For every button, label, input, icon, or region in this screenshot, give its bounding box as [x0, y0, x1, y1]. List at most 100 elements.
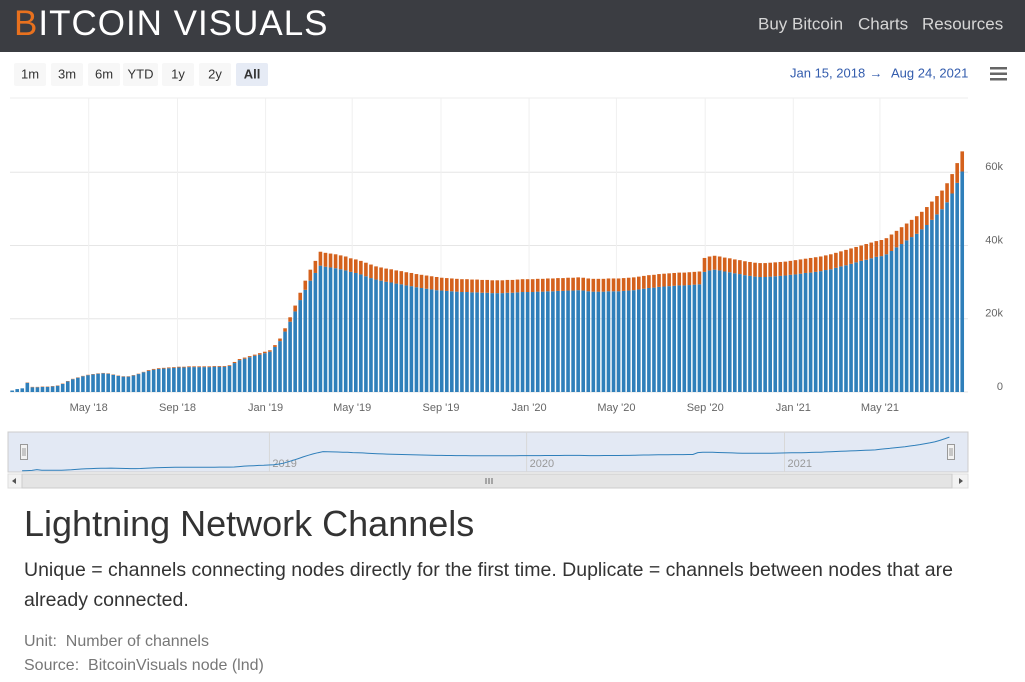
- range-button-bg: [199, 63, 231, 86]
- range-button[interactable]: YTD: [123, 63, 158, 86]
- bar-segment: [899, 227, 904, 245]
- scrollbar-thumb[interactable]: [21, 473, 953, 489]
- bar-segment: [460, 292, 464, 392]
- range-button-label: All: [244, 66, 261, 81]
- bar-segment: [278, 338, 282, 342]
- bar-segment: [45, 386, 50, 392]
- header-bar: [0, 0, 1025, 52]
- bar-segment: [763, 263, 767, 277]
- bar-segment: [65, 381, 70, 392]
- bar-segment: [631, 277, 636, 291]
- bar-segment: [707, 256, 712, 271]
- bar-segment: [247, 356, 252, 358]
- bar-segment: [571, 290, 575, 392]
- bar-segment: [252, 354, 257, 356]
- bar-segment: [919, 229, 924, 392]
- bar-segment: [935, 214, 939, 392]
- bar-segment: [450, 291, 454, 392]
- handle-right[interactable]: [947, 444, 955, 460]
- bar-segment: [591, 278, 596, 292]
- bar-segment: [106, 373, 110, 392]
- range-button[interactable]: All: [236, 63, 268, 86]
- bar-segment: [30, 387, 35, 392]
- bar-segment: [500, 280, 505, 294]
- bar-segment: [722, 271, 727, 392]
- bar-segment: [379, 267, 383, 281]
- bar-segment: [146, 370, 151, 392]
- bar-segment: [323, 266, 328, 392]
- navigator-window[interactable]: [7, 431, 969, 473]
- bar-segment: [788, 260, 793, 275]
- bar-segment: [354, 272, 358, 392]
- bar-segment: [642, 275, 646, 289]
- handle-left[interactable]: [20, 444, 28, 460]
- menu-icon[interactable]: [990, 67, 1007, 81]
- bar-segment: [743, 261, 747, 276]
- bar-segment: [404, 272, 409, 286]
- bar-segment: [611, 291, 616, 392]
- range-button[interactable]: 3m: [51, 63, 83, 86]
- bar-segment: [727, 272, 732, 392]
- range-button[interactable]: 1m: [14, 63, 46, 86]
- bar-segment: [621, 278, 626, 291]
- bar-segment: [950, 174, 954, 194]
- bar-segment: [783, 261, 788, 276]
- bar-segment: [697, 271, 702, 285]
- range-button[interactable]: 1y: [162, 63, 194, 86]
- bar-segment: [35, 387, 40, 392]
- bar-segment: [829, 269, 833, 392]
- range-from[interactable]: Jan 15, 2018: [790, 65, 865, 80]
- bar-segment: [753, 262, 757, 277]
- bar-segment: [561, 278, 565, 291]
- bar-segment: [172, 367, 176, 368]
- bar-segment: [308, 280, 313, 392]
- bar-segment: [409, 272, 414, 287]
- bar-segment: [424, 275, 429, 289]
- bar-segment: [257, 354, 262, 392]
- range-button[interactable]: 6m: [88, 63, 120, 86]
- bar-segment: [889, 234, 894, 251]
- bar-segment: [803, 258, 808, 273]
- bar-segment: [859, 245, 863, 261]
- bar-segment: [288, 321, 292, 392]
- bar-segment: [530, 279, 535, 293]
- bar-segment: [308, 269, 313, 281]
- bar-segment: [899, 244, 904, 392]
- bar-segment: [955, 163, 959, 183]
- nav-link[interactable]: Charts: [858, 14, 908, 33]
- bar-segment: [333, 254, 338, 269]
- bar-segment: [126, 376, 131, 392]
- bar-segment: [369, 278, 373, 392]
- bar-segment: [187, 366, 191, 368]
- bar-segment: [748, 275, 752, 392]
- bar-segment: [844, 265, 848, 392]
- bar-segment: [192, 367, 196, 392]
- bar-segment: [546, 291, 550, 392]
- bar-segment: [384, 281, 388, 392]
- x-tick-label: Sep '18: [159, 402, 196, 414]
- range-button[interactable]: 2y: [199, 63, 231, 86]
- bar-segment: [768, 276, 772, 392]
- bar-segment: [429, 276, 434, 290]
- bar-segment: [626, 290, 631, 392]
- bar-segment: [606, 278, 611, 292]
- bar-segment: [283, 331, 287, 392]
- nav-link[interactable]: Buy Bitcoin: [758, 14, 843, 33]
- bar-segment: [546, 278, 550, 292]
- logo[interactable]: BITCOIN VISUALS: [14, 4, 329, 43]
- range-to[interactable]: Aug 24, 2021: [891, 65, 968, 80]
- bar-segment: [667, 286, 671, 392]
- source-line: Source: BitcoinVisuals node (lnd): [24, 657, 264, 675]
- bar-segment: [525, 279, 530, 293]
- bar-segment: [647, 287, 651, 392]
- bar-segment: [96, 373, 100, 392]
- bar-segment: [207, 366, 212, 368]
- bar-segment: [778, 261, 783, 276]
- bar-segment: [652, 287, 656, 392]
- navigator-handle[interactable]: [20, 444, 955, 460]
- bar-segment: [242, 357, 247, 359]
- bar-segment: [879, 240, 884, 257]
- bar-segment: [818, 256, 823, 272]
- bar-segment: [813, 257, 818, 272]
- nav-link[interactable]: Resources: [922, 14, 1003, 33]
